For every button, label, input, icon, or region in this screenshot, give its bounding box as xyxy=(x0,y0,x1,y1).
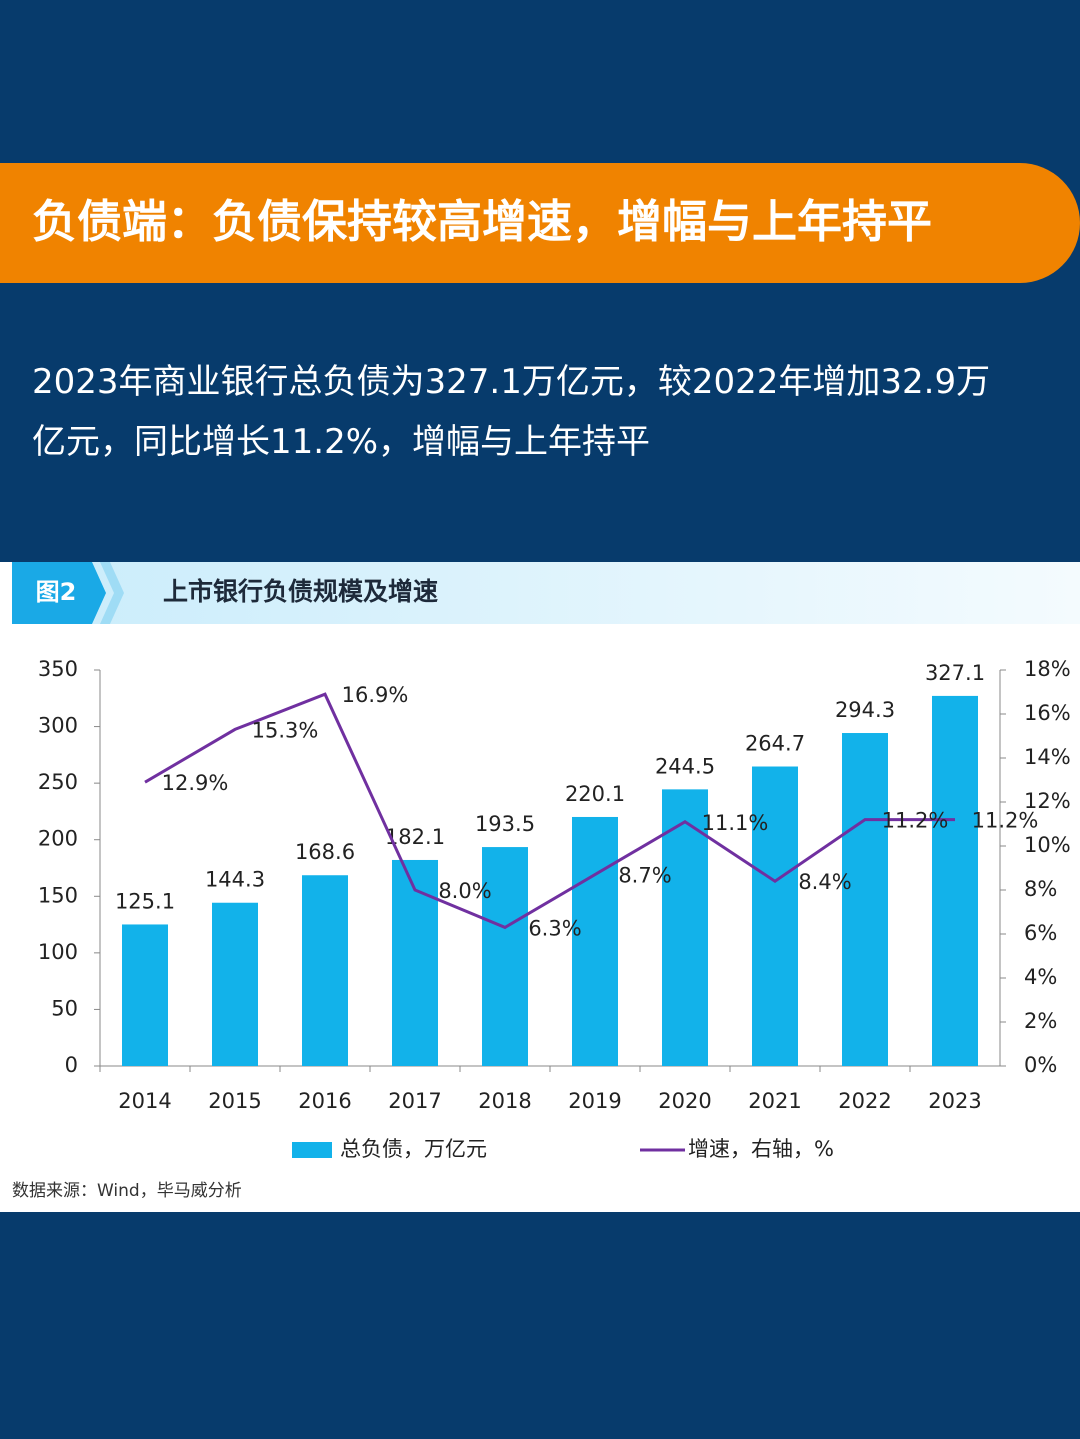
y-tick-label: 250 xyxy=(38,770,78,794)
chart-title: 上市银行负债规模及增速 xyxy=(163,577,438,606)
x-tick-label: 2017 xyxy=(388,1089,441,1113)
bar xyxy=(662,789,708,1066)
figure-tag xyxy=(12,562,106,624)
x-tick-label: 2020 xyxy=(658,1089,711,1113)
bar-value-label: 244.5 xyxy=(655,754,715,778)
y2-tick-label: 8% xyxy=(1024,877,1057,901)
headline-banner xyxy=(0,163,1080,283)
tag-arrow xyxy=(100,562,124,624)
y2-tick-label: 4% xyxy=(1024,965,1057,989)
y-tick-label: 350 xyxy=(38,657,78,681)
line-value-label: 11.2% xyxy=(972,809,1039,833)
bar-value-label: 294.3 xyxy=(835,698,895,722)
bar xyxy=(842,733,888,1066)
line-value-label: 12.9% xyxy=(162,771,229,795)
y2-tick-label: 16% xyxy=(1024,701,1071,725)
y2-tick-label: 0% xyxy=(1024,1053,1057,1077)
bar xyxy=(302,875,348,1066)
y2-tick-label: 12% xyxy=(1024,789,1071,813)
bar-value-label: 220.1 xyxy=(565,782,625,806)
x-tick-label: 2023 xyxy=(928,1089,981,1113)
line-value-label: 8.4% xyxy=(798,870,851,894)
y2-tick-label: 10% xyxy=(1024,833,1071,857)
bar xyxy=(482,847,528,1066)
x-tick-label: 2015 xyxy=(208,1089,261,1113)
bar xyxy=(212,902,258,1066)
x-tick-label: 2016 xyxy=(298,1089,351,1113)
x-tick-label: 2021 xyxy=(748,1089,801,1113)
bar xyxy=(752,766,798,1066)
y2-tick-label: 2% xyxy=(1024,1009,1057,1033)
line-value-label: 16.9% xyxy=(342,683,409,707)
y-tick-label: 300 xyxy=(38,714,78,738)
line-value-label: 11.1% xyxy=(702,811,769,835)
y2-tick-label: 6% xyxy=(1024,921,1057,945)
bar-value-label: 144.3 xyxy=(205,868,265,892)
line-value-label: 6.3% xyxy=(528,916,581,940)
x-tick-label: 2018 xyxy=(478,1089,531,1113)
legend-swatch xyxy=(292,1142,332,1158)
y-tick-label: 150 xyxy=(38,883,78,907)
body-text: 2023年商业银行总负债为327.1万亿元，较2022年增加32.9万亿元，同比… xyxy=(32,362,991,462)
chart-header xyxy=(12,562,1080,624)
y-tick-label: 100 xyxy=(38,940,78,964)
bar-value-label: 193.5 xyxy=(475,812,535,836)
y2-tick-label: 14% xyxy=(1024,745,1071,769)
x-tick-label: 2019 xyxy=(568,1089,621,1113)
line-value-label: 8.7% xyxy=(618,864,671,888)
x-tick-label: 2014 xyxy=(118,1089,171,1113)
bar-value-label: 168.6 xyxy=(295,840,355,864)
bar xyxy=(932,695,978,1066)
chart-panel xyxy=(0,562,1080,1212)
y2-tick-label: 18% xyxy=(1024,657,1071,681)
x-tick-label: 2022 xyxy=(838,1089,891,1113)
bar-value-label: 264.7 xyxy=(745,732,805,756)
y-tick-label: 0 xyxy=(65,1053,78,1077)
legend-label: 总负债，万亿元 xyxy=(340,1137,487,1161)
y-tick-label: 200 xyxy=(38,827,78,851)
figure-label: 图2 xyxy=(36,578,77,606)
bar-value-label: 125.1 xyxy=(115,889,175,913)
headline: 负债端：负债保持较高增速，增幅与上年持平 xyxy=(32,195,932,248)
line-value-label: 11.2% xyxy=(882,809,949,833)
bar xyxy=(392,859,438,1066)
line-value-label: 8.0% xyxy=(438,879,491,903)
legend-label: 增速，右轴，% xyxy=(688,1137,834,1161)
bar-value-label: 327.1 xyxy=(925,661,985,685)
bar xyxy=(122,924,168,1066)
source: 数据来源：Wind，毕马威分析 xyxy=(12,1181,242,1201)
bar xyxy=(572,816,618,1066)
line-value-label: 15.3% xyxy=(252,718,319,742)
y-tick-label: 50 xyxy=(51,996,78,1020)
growth-line xyxy=(144,692,955,930)
